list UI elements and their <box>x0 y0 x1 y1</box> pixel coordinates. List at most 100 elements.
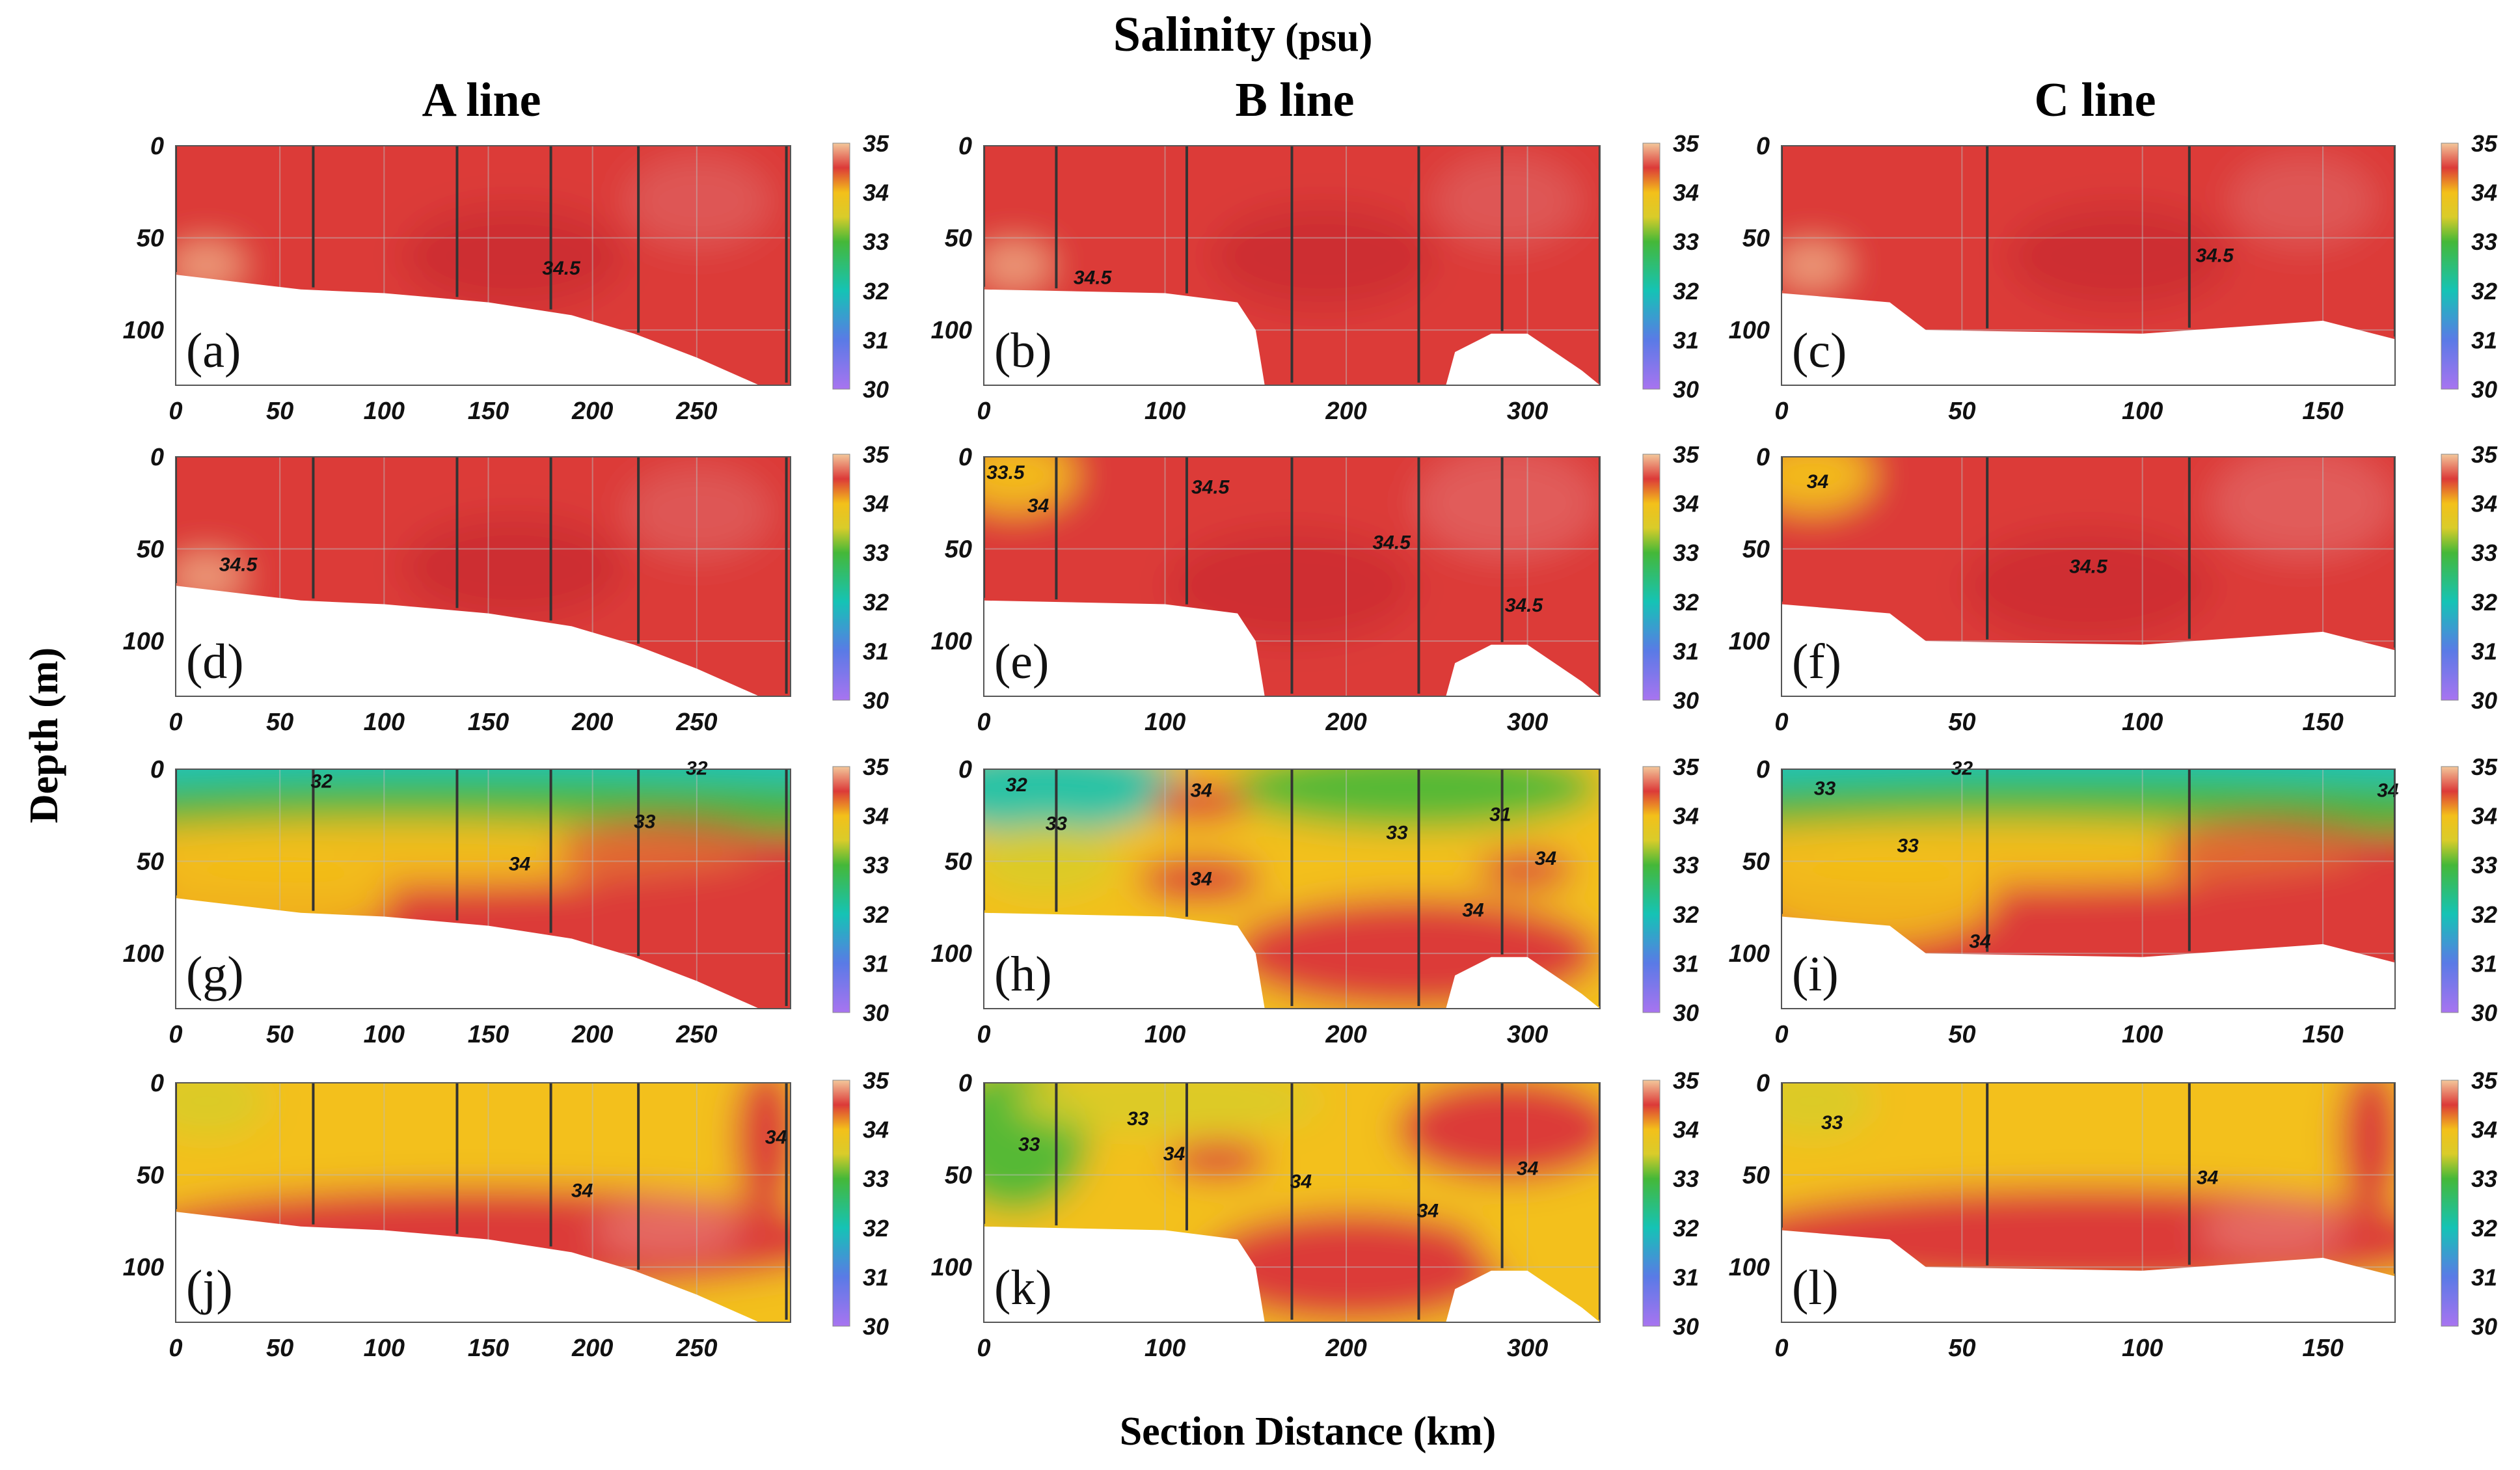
contour-label: 34.5 <box>1074 267 1113 288</box>
y-tick-label: 0 <box>1756 756 1770 783</box>
contour-fill <box>1782 457 2395 696</box>
colorbar-tick: 31 <box>2471 327 2497 353</box>
colorbar-tick: 30 <box>2471 376 2497 403</box>
contour-label: 34.5 <box>1505 595 1544 616</box>
contour-label: 33 <box>1018 1134 1040 1156</box>
figure-title: Salinity <box>1113 7 1275 62</box>
y-tick-label: 0 <box>958 133 972 160</box>
x-tick-label: 300 <box>1507 398 1548 425</box>
colorbar-tick: 30 <box>2471 1313 2497 1340</box>
contour-label: 34 <box>1969 931 1991 953</box>
colorbar-tick: 34 <box>1673 491 1699 517</box>
colorbar <box>2441 143 2459 390</box>
x-tick-label: 100 <box>1145 1021 1185 1048</box>
y-tick-label: 50 <box>945 849 972 876</box>
colorbar-tick: 33 <box>863 539 889 566</box>
contour-label: 33.5 <box>986 462 1025 483</box>
colorbar-tick: 31 <box>1673 327 1699 353</box>
x-tick-label: 100 <box>1145 709 1185 736</box>
colorbar <box>1642 766 1660 1013</box>
x-tick-label: 200 <box>1325 1021 1366 1048</box>
colorbar-tick: 35 <box>2471 754 2498 780</box>
colorbar-tick: 33 <box>1673 1165 1699 1192</box>
contour-fill <box>984 146 1600 385</box>
x-tick-label: 100 <box>364 398 405 425</box>
colorbar-tick: 33 <box>1673 539 1699 566</box>
x-tick-label: 150 <box>2302 709 2343 736</box>
contour-label: 34.5 <box>542 258 581 279</box>
colorbar-tick: 31 <box>863 638 889 664</box>
panel-label: (h) <box>994 947 1052 1001</box>
colorbar-tick: 30 <box>2471 687 2497 714</box>
x-tick-label: 0 <box>169 398 182 425</box>
colorbar-tick: 33 <box>2471 852 2497 878</box>
panels-container: 34.5 0 50 100 150 200 250 0 50 100 (a) 35 34 33 32 31 30… <box>123 130 2498 1362</box>
colorbar-tick: 34 <box>1673 1117 1699 1143</box>
x-tick-label: 50 <box>266 709 293 736</box>
colorbar-tick: 30 <box>1673 1000 1699 1026</box>
colorbar-tick: 33 <box>863 852 889 878</box>
x-tick-label: 100 <box>2122 1021 2163 1048</box>
y-tick-label: 50 <box>1742 849 1770 876</box>
x-tick-label: 50 <box>1948 398 1975 425</box>
x-tick-label: 100 <box>364 1021 405 1048</box>
contour-fill <box>176 146 791 385</box>
colorbar-tick: 35 <box>863 1067 889 1094</box>
x-tick-label: 100 <box>364 1335 405 1362</box>
y-tick-label: 100 <box>1729 1254 1770 1281</box>
x-tick-label: 0 <box>169 1335 182 1362</box>
y-tick-label: 100 <box>1729 940 1770 968</box>
column-header-a: A line <box>422 74 541 127</box>
colorbar-tick: 35 <box>1673 754 1700 780</box>
contour-label: 34.5 <box>1372 532 1411 554</box>
colorbar <box>832 143 850 390</box>
contour-label: 33 <box>1821 1112 1843 1134</box>
panel-label: (i) <box>1792 947 1839 1001</box>
x-tick-label: 150 <box>468 398 509 425</box>
colorbar <box>2441 766 2459 1013</box>
contour-label: 34.5 <box>2069 556 2108 577</box>
contour-label: 34 <box>2197 1167 2219 1189</box>
panel-label: (a) <box>186 323 241 378</box>
seafloor-mask <box>984 600 1600 696</box>
x-tick-label: 300 <box>1507 1021 1548 1048</box>
y-tick-label: 0 <box>1756 1070 1770 1097</box>
y-tick-label: 50 <box>945 1162 972 1190</box>
seafloor-mask <box>176 898 791 1009</box>
contour-label: 33 <box>634 811 656 833</box>
x-tick-label: 300 <box>1507 1335 1548 1362</box>
colorbar-tick: 31 <box>2471 950 2497 977</box>
contour-label: 34 <box>571 1180 593 1202</box>
colorbar-tick: 32 <box>863 1215 889 1242</box>
x-tick-label: 50 <box>1948 709 1975 736</box>
x-tick-label: 100 <box>364 709 405 736</box>
y-tick-label: 50 <box>137 849 164 876</box>
panel-label: (f) <box>1792 634 1841 689</box>
x-tick-label: 150 <box>468 1021 509 1048</box>
y-axis-label: Depth (m) <box>22 647 66 823</box>
x-tick-label: 0 <box>1774 1021 1788 1048</box>
x-tick-label: 200 <box>571 709 613 736</box>
panel-label: (l) <box>1792 1260 1839 1315</box>
panel-l: 33 34 0 50 100 150 0 50 100 (l) 35 34 33 32 31 30 <box>1729 1067 2498 1362</box>
y-tick-label: 50 <box>1742 225 1770 252</box>
colorbar-tick: 34 <box>863 491 889 517</box>
colorbar-tick: 34 <box>863 803 889 830</box>
y-tick-label: 100 <box>123 940 164 968</box>
panel-f: 34 34.5 0 50 100 150 0 50 100 (f) 35 34 33 32 31 30 <box>1729 441 2498 736</box>
contour-fill <box>1782 146 2395 385</box>
panel-c: 34.5 0 50 100 150 0 50 100 (c) 35 34 33 32 31 30 <box>1729 130 2498 425</box>
x-tick-label: 0 <box>977 398 990 425</box>
column-header-b: B line <box>1236 74 1355 127</box>
contour-label: 34.5 <box>2195 245 2234 266</box>
colorbar-tick: 31 <box>2471 1264 2497 1290</box>
plot-frame <box>1781 456 2396 697</box>
contour-label: 32 <box>311 770 333 792</box>
x-tick-label: 250 <box>675 709 717 736</box>
colorbar-tick: 31 <box>1673 638 1699 664</box>
colorbar-tick: 35 <box>2471 130 2498 157</box>
y-tick-label: 0 <box>150 1070 164 1097</box>
y-tick-label: 0 <box>958 1070 972 1097</box>
x-tick-label: 200 <box>1325 1335 1366 1362</box>
